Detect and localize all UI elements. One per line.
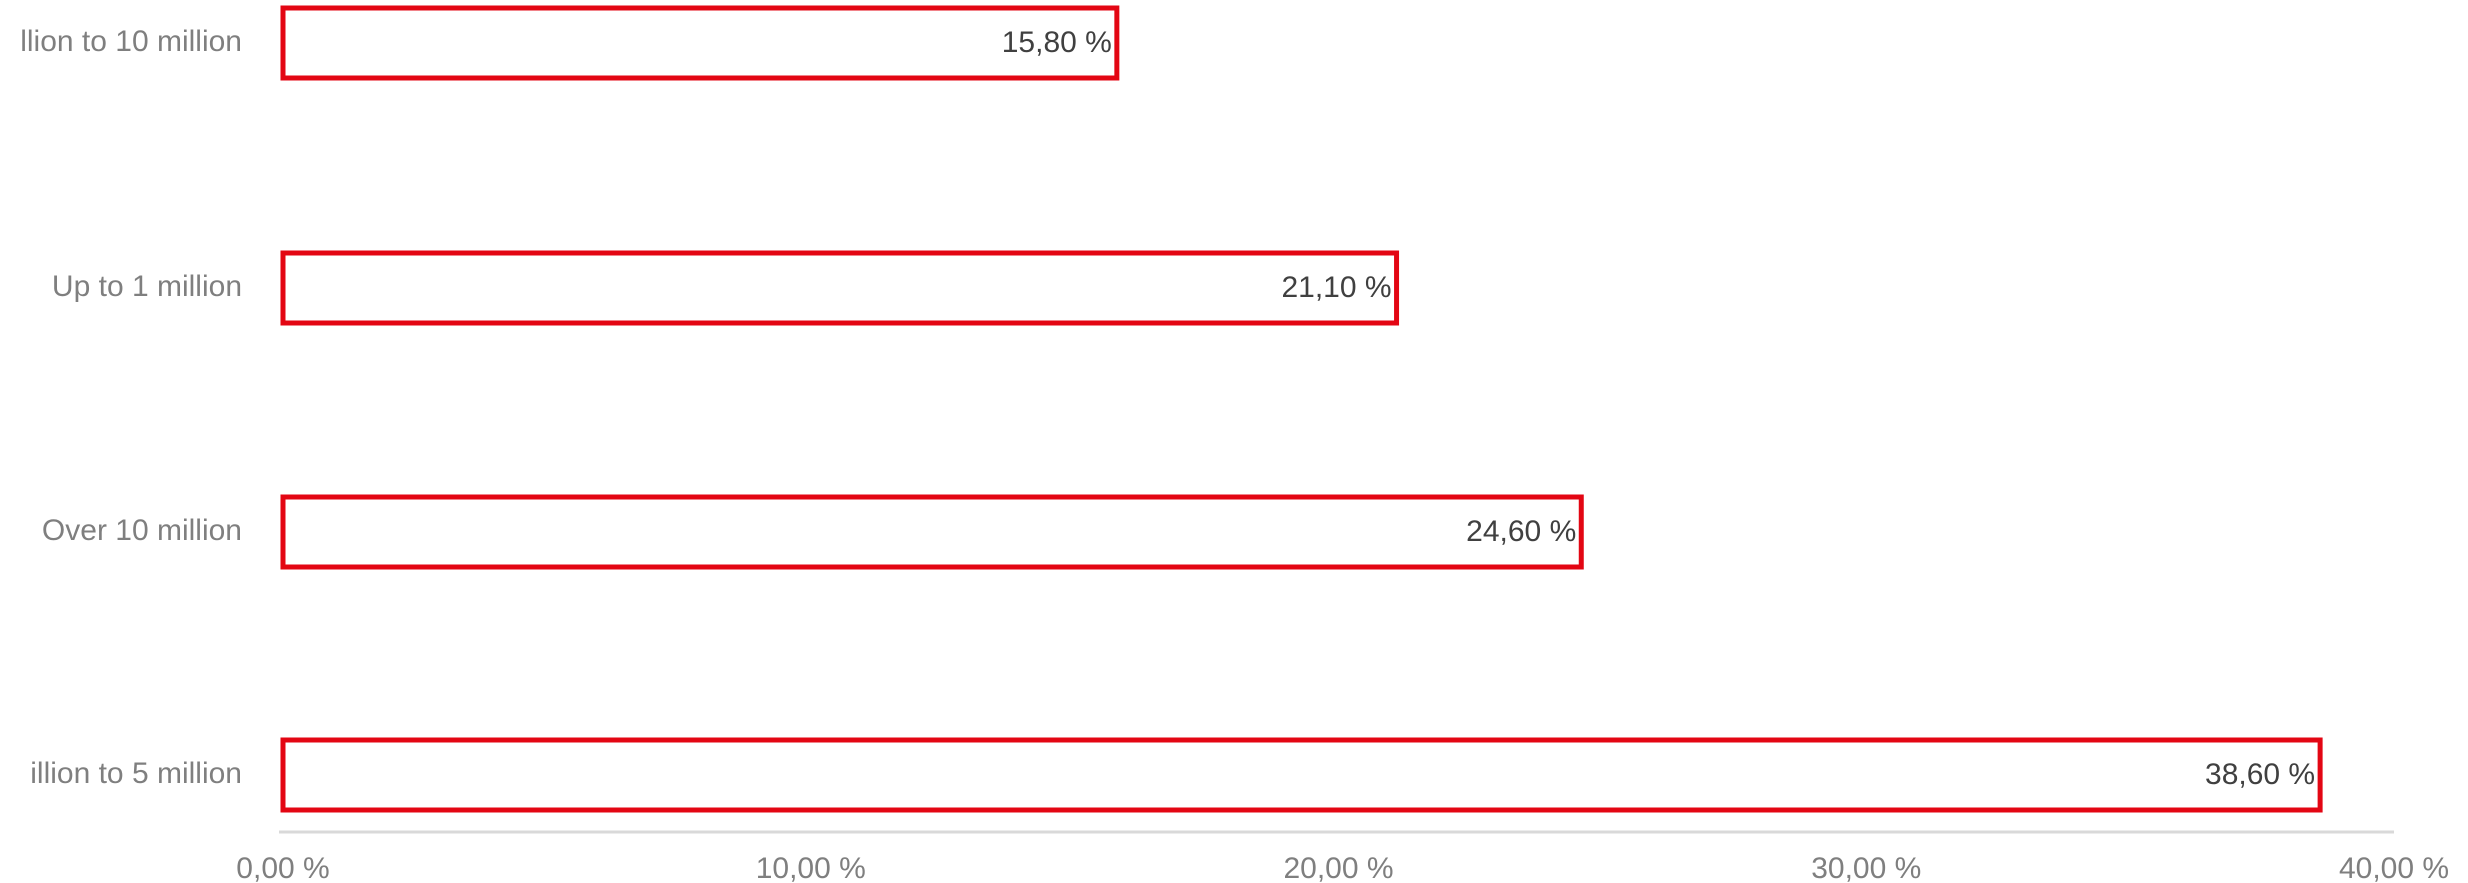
value-label: 24,60 % [1466,515,1576,548]
bar [280,5,1120,81]
bar [280,737,2323,813]
value-label: 38,60 % [2205,758,2315,791]
y-tick-label: Over 10 million [42,514,242,547]
y-tick-label: llion to 10 million [20,25,242,58]
x-tick-label: 10,00 % [756,852,866,883]
x-tick-label: 0,00 % [236,852,329,883]
bar [280,250,1400,326]
value-label: 21,10 % [1281,271,1391,304]
y-tick-label: illion to 5 million [30,757,242,790]
bar [280,494,1584,570]
y-tick-label: Up to 1 million [52,270,242,303]
x-tick-label: 30,00 % [1811,852,1921,883]
value-label: 15,80 % [1002,26,1112,59]
x-tick-label: 20,00 % [1283,852,1393,883]
x-tick-label: 40,00 % [2339,852,2449,883]
